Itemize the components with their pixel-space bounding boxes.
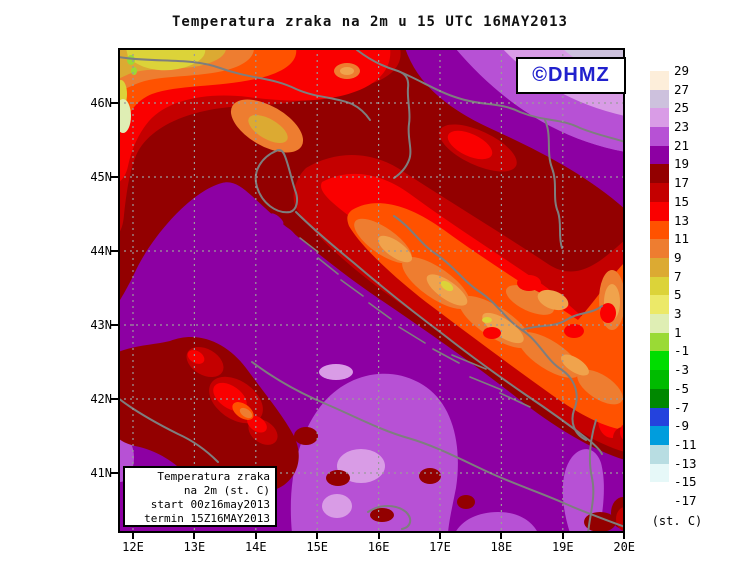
legend-value-label: -3 [674,362,690,378]
legend-value-label: 27 [674,81,690,97]
legend-color-swatch [650,89,669,109]
legend-value-label: -5 [674,380,690,396]
legend-color-swatch [650,127,669,147]
lon-tick [500,533,503,539]
legend-value-label: -17 [674,493,697,508]
legend-color-swatch [650,71,669,91]
legend-color-swatch [650,314,669,334]
lon-label: 12E [122,540,144,554]
legend-color-swatch [650,220,669,240]
country-borders [118,49,625,533]
info-line: termin 15Z16MAY2013 [144,512,270,525]
legend-value-label: 3 [674,306,682,322]
lat-label: 41N [90,466,112,480]
lat-label: 45N [90,170,112,184]
lon-tick [561,533,564,539]
lon-label: 16E [367,540,390,554]
lon-label: 18E [490,540,513,554]
run-info-box: Temperatura zraka na 2m (st. C) start 00… [123,466,277,527]
legend-value-label: 23 [674,119,690,135]
info-line: na 2m (st. C) [183,484,270,497]
legend-color-swatch [650,257,669,278]
lon-label: 20E [613,540,636,554]
legend-color-swatch [650,332,669,352]
lon-tick [439,533,441,539]
lat-label: 43N [90,318,112,332]
info-line: Temperatura zraka [157,470,270,483]
lon-label: 19E [551,540,574,554]
legend-color-swatch [650,295,669,315]
legend-value-label: 1 [674,324,682,340]
lat-tick [111,472,118,474]
legend-value-label: -7 [674,399,690,415]
legend-value-label: 17 [674,175,690,191]
legend-color-swatch [650,388,669,408]
page-title: Temperatura zraka na 2m u 15 UTC 16MAY20… [171,14,568,30]
legend-value-label: 9 [674,249,682,265]
legend-color-swatch [650,201,669,222]
map-border [118,48,625,533]
lon-label: 15E [306,540,329,554]
legend-value-label: -11 [674,436,697,452]
lon-tick [132,533,134,539]
legend-value-label: -1 [674,343,690,359]
lon-tick [254,533,257,539]
legend-color-swatch [650,183,669,203]
lon-tick [316,533,319,539]
legend-value-label: -9 [674,418,690,434]
legend-color-swatch [650,463,669,483]
legend-color-swatch [650,482,669,502]
legend-color-swatch [650,370,669,390]
dhmz-logo-box: ©DHMZ [516,57,626,94]
legend-color-swatch [650,351,669,371]
legend-color-swatch [650,164,669,184]
legend-unit-label: (st. C) [651,514,703,528]
legend-color-swatch [650,426,669,446]
lat-tick [111,398,118,400]
legend-value-label: 19 [674,156,690,172]
lon-tick [377,533,380,539]
lon-label: 17E [429,540,451,554]
legend-color-swatch [650,108,669,128]
legend-value-label: 29 [674,63,690,78]
legend-color-swatch [650,444,669,465]
legend-value-label: 25 [674,100,690,116]
lon-tick [623,533,626,539]
lon-tick [193,533,196,539]
lat-tick [111,176,118,178]
temperature-field-map [118,48,625,533]
legend-color-swatch [650,145,669,165]
lat-tick [111,250,118,252]
legend-value-label: -13 [674,455,697,471]
legend-color-swatch [650,407,669,427]
lat-tick [111,324,118,326]
legend-value-label: 11 [674,231,690,247]
legend-value-label: 15 [674,193,690,209]
legend-value-label: 13 [674,212,690,228]
legend-value-label: 5 [674,287,682,303]
lat-label: 44N [90,244,112,258]
lat-label: 42N [90,392,112,406]
dhmz-logo-text: ©DHMZ [532,64,610,86]
legend-color-swatch [650,239,669,259]
lat-tick [111,102,118,104]
legend-value-label: 7 [674,268,682,284]
legend-value-label: -15 [674,474,697,490]
lon-label: 13E [183,540,206,554]
legend-value-label: 21 [674,137,690,153]
lon-label: 14E [244,540,267,554]
legend-color-swatch [650,276,669,296]
info-line: start 00z16may2013 [150,498,270,511]
lat-label: 46N [90,96,112,110]
